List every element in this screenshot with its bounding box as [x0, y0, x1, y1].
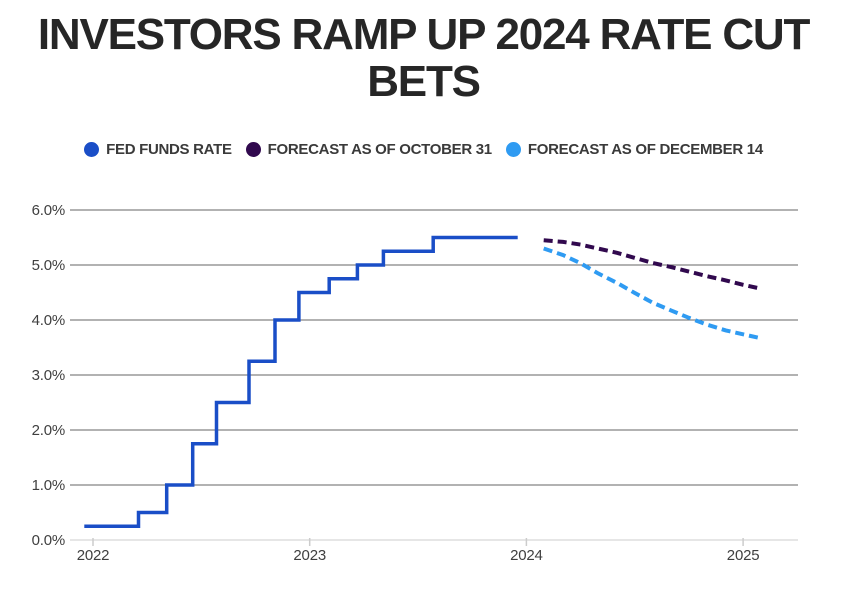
x-tick-label: 2025 [727, 547, 760, 564]
x-tick-label: 2024 [510, 547, 543, 564]
legend-item-label: FORECAST AS OF DECEMBER 14 [527, 141, 763, 158]
legend: FED FUNDS RATE FORECAST AS OF OCTOBER 31 F… [0, 141, 847, 158]
legend-item-label: FED FUNDS RATE [106, 141, 232, 158]
legend-dot-icon [245, 142, 261, 157]
y-tick-label: 1.0% [32, 477, 65, 494]
legend-dot-icon [505, 142, 521, 157]
legend-item-label: FORECAST AS OF OCTOBER 31 [267, 141, 493, 158]
x-tick-label: 2022 [77, 547, 110, 564]
forecast-as-of-december-14-line [543, 246, 761, 341]
legend-item-fed-funds-rate: FED FUNDS RATE [84, 141, 232, 158]
x-tick-label: 2023 [293, 547, 326, 564]
y-tick-label: 2.0% [32, 422, 65, 439]
y-tick-label: 3.0% [32, 367, 65, 384]
legend-item-forecast-as-of-december-14: FORECAST AS OF DECEMBER 14 [505, 141, 763, 158]
y-tick-label: 5.0% [32, 257, 65, 274]
chart-title: INVESTORS RAMP UP 2024 RATE CUT BETS [37, 10, 811, 106]
y-tick-label: 0.0% [32, 532, 65, 549]
y-tick-label: 4.0% [32, 312, 65, 329]
y-tick-label: 6.0% [32, 202, 65, 219]
legend-dot-icon [84, 142, 100, 157]
legend-item-forecast-as-of-october-31: FORECAST AS OF OCTOBER 31 [245, 141, 493, 158]
fed-funds-rate-line [84, 235, 518, 529]
rate-chart: 0.0% 1.0% 2.0% 3.0% 4.0% 5.0% 6.0% 2022 2023 2024… [32, 202, 798, 564]
forecast-as-of-october-31-line [543, 238, 761, 291]
